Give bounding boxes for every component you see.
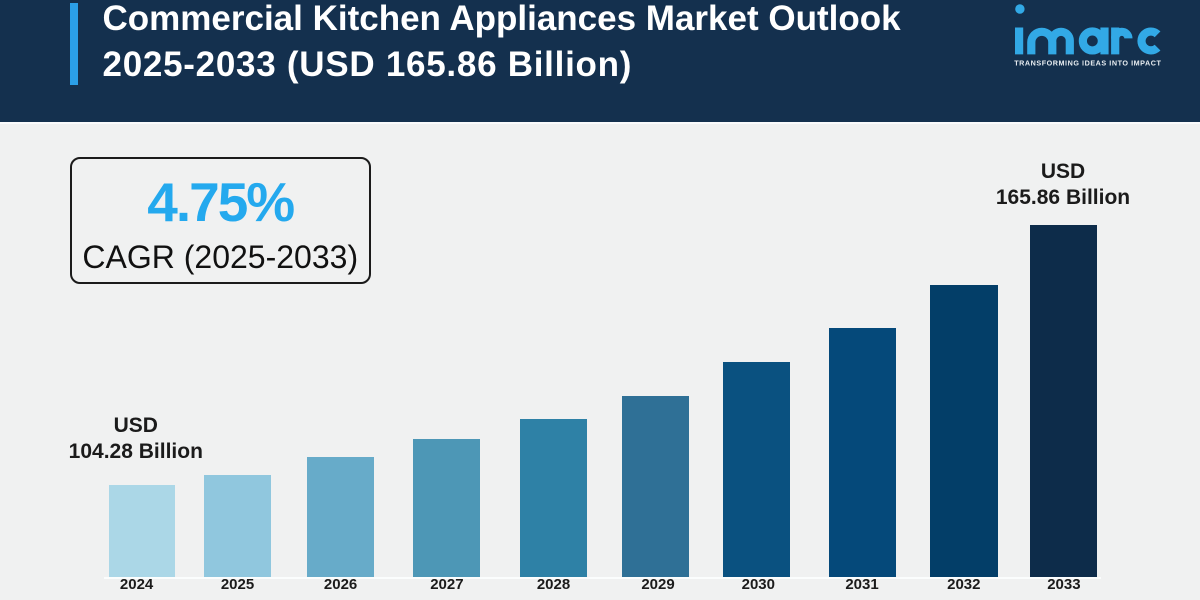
svg-text:TRANSFORMING IDEAS INTO IMPACT: TRANSFORMING IDEAS INTO IMPACT: [1014, 59, 1161, 68]
